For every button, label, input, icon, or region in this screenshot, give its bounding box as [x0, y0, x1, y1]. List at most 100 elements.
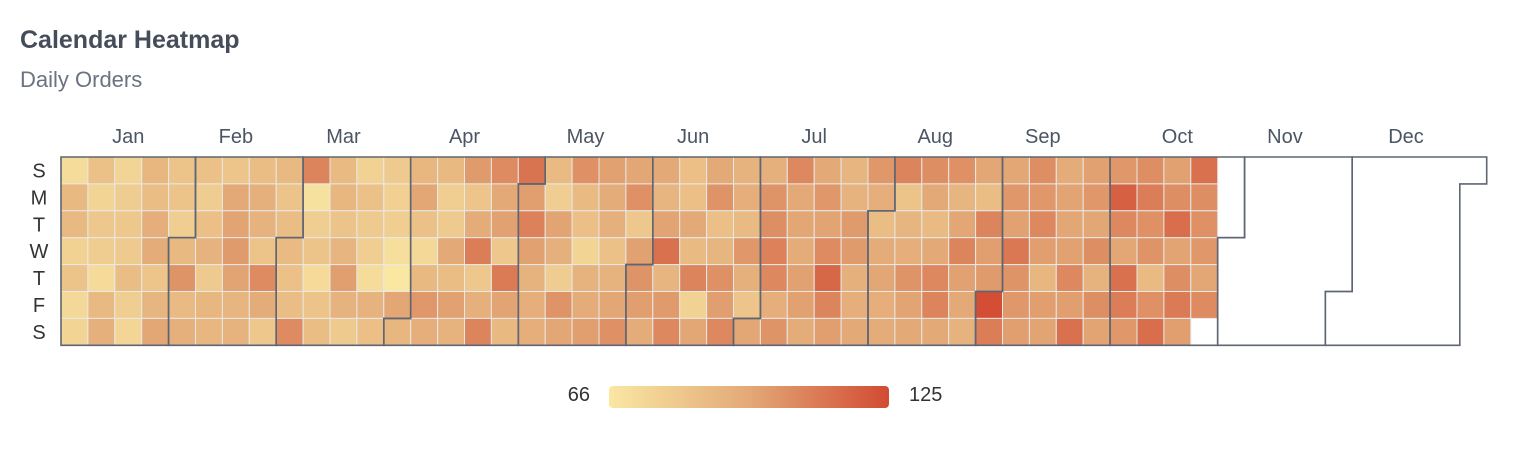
day-cell — [1028, 156, 1057, 185]
day-cell — [1109, 264, 1138, 293]
day-cell — [464, 156, 492, 185]
day-cell — [248, 317, 277, 346]
day-cell — [114, 156, 143, 185]
day-cell — [894, 210, 923, 239]
month-label: Sep — [1025, 126, 1061, 148]
day-cell — [168, 264, 197, 293]
day-cell — [221, 210, 250, 239]
day-cell — [275, 183, 304, 212]
day-cell — [1002, 183, 1030, 212]
month-label: Nov — [1267, 126, 1303, 148]
day-cell — [1082, 183, 1111, 212]
day-cell — [517, 183, 546, 212]
day-cell — [921, 264, 950, 293]
day-cell — [195, 156, 223, 185]
day-cell — [114, 237, 143, 266]
day-cell — [221, 237, 250, 266]
day-cell — [571, 237, 600, 266]
day-cell — [786, 317, 815, 346]
day-cell — [87, 237, 116, 266]
day-cell — [759, 317, 788, 346]
day-cell — [490, 291, 519, 319]
day-cell — [517, 156, 546, 185]
day-cell — [410, 210, 439, 239]
day-cell — [437, 183, 466, 212]
day-cell — [1082, 156, 1111, 185]
day-cell — [87, 183, 116, 212]
day-cell — [437, 317, 466, 346]
day-cell — [759, 264, 788, 293]
month-border — [1216, 156, 1353, 347]
day-cell — [87, 291, 116, 319]
day-cell — [356, 210, 385, 239]
day-cell — [141, 291, 170, 319]
day-cell — [652, 237, 681, 266]
day-cell — [141, 183, 170, 212]
day-cell — [652, 264, 681, 293]
day-cell — [329, 210, 358, 239]
day-cell — [114, 264, 143, 293]
day-cell — [598, 156, 627, 185]
day-cell — [1028, 291, 1057, 319]
day-cell — [733, 237, 761, 266]
day-cell — [921, 183, 950, 212]
month-border — [1324, 156, 1488, 347]
day-cell — [867, 183, 896, 212]
day-cell — [975, 156, 1003, 185]
day-cell — [517, 210, 546, 239]
day-cell — [679, 183, 708, 212]
day-cell — [410, 291, 439, 319]
day-cell — [948, 264, 977, 293]
day-cell — [410, 237, 439, 266]
day-cell — [1055, 183, 1084, 212]
day-cell — [410, 317, 439, 346]
day-cell — [490, 156, 519, 185]
day-cell — [60, 264, 89, 293]
day-cell — [356, 183, 385, 212]
legend-max-label: 125 — [909, 384, 943, 406]
day-cell — [383, 210, 412, 239]
day-cell — [275, 317, 304, 346]
day-cell — [867, 237, 896, 266]
day-cell — [1028, 183, 1057, 212]
day-cell — [1055, 264, 1084, 293]
day-cell — [652, 317, 681, 346]
day-cell — [867, 210, 896, 239]
day-cell — [464, 183, 492, 212]
day-cell — [383, 291, 412, 319]
day-cell — [1163, 156, 1192, 185]
day-cell — [571, 183, 600, 212]
day-cell — [975, 317, 1003, 346]
day-cell — [383, 264, 412, 293]
day-cell — [759, 183, 788, 212]
day-cell — [248, 156, 277, 185]
day-cell — [1055, 156, 1084, 185]
day-cell — [168, 210, 197, 239]
day-cell — [195, 237, 223, 266]
day-cell — [894, 317, 923, 346]
month-label: Aug — [917, 126, 953, 148]
day-cell — [302, 264, 331, 293]
day-cell — [840, 291, 869, 319]
day-cell — [1190, 264, 1219, 293]
day-cell — [1002, 291, 1030, 319]
day-cell — [544, 156, 573, 185]
day-cell — [168, 317, 197, 346]
day-cell — [1002, 156, 1030, 185]
day-cell — [356, 237, 385, 266]
day-cell — [221, 264, 250, 293]
day-cell — [248, 210, 277, 239]
month-label: Jun — [677, 126, 709, 148]
day-cell — [652, 156, 681, 185]
day-cell — [759, 156, 788, 185]
day-cell — [813, 237, 842, 266]
day-cell — [1082, 264, 1111, 293]
day-cell — [706, 156, 734, 185]
day-cell — [1028, 237, 1057, 266]
day-cell — [517, 264, 546, 293]
day-cell — [168, 183, 197, 212]
day-cell — [733, 264, 761, 293]
month-label: Feb — [219, 126, 253, 148]
day-cell — [329, 183, 358, 212]
day-cell — [356, 317, 385, 346]
